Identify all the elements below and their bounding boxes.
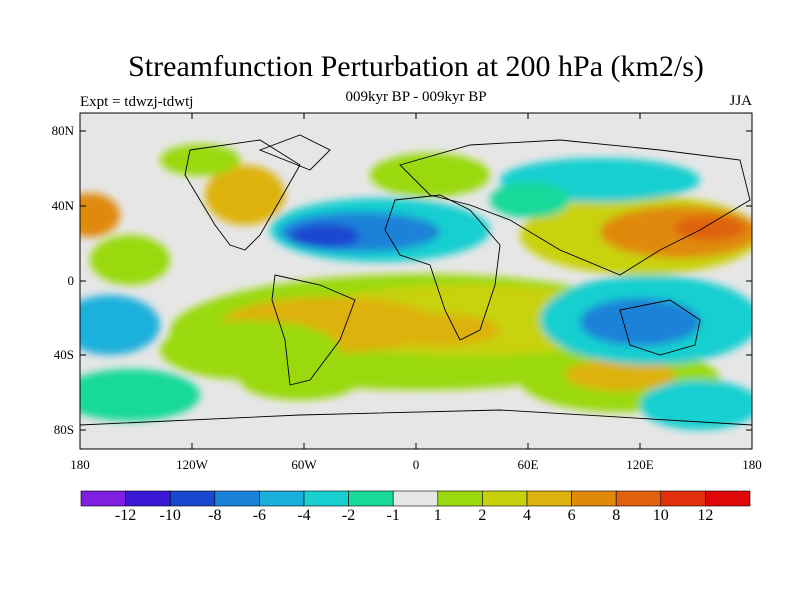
colorbar-swatch bbox=[705, 490, 751, 507]
lat-label-40s: 40S bbox=[53, 347, 74, 362]
colorbar-swatch bbox=[80, 490, 126, 507]
contour-region bbox=[380, 314, 500, 346]
antarctica-outline bbox=[80, 409, 752, 426]
australia-outline bbox=[619, 299, 701, 356]
contour-field bbox=[80, 113, 752, 449]
contour-region bbox=[90, 235, 170, 285]
contour-region bbox=[240, 360, 360, 400]
colorbar-label: -1 bbox=[386, 507, 400, 524]
colorbar-swatch bbox=[571, 490, 617, 507]
colorbar-label: -4 bbox=[297, 507, 311, 524]
contour-region bbox=[580, 298, 700, 346]
contour-region bbox=[80, 369, 200, 421]
lon-label-180e: 180 bbox=[742, 457, 762, 472]
contour-region bbox=[370, 153, 490, 197]
colorbar-swatch bbox=[348, 490, 394, 507]
contour-region bbox=[160, 144, 240, 176]
colorbar-label: 10 bbox=[652, 507, 669, 524]
contour-region bbox=[490, 182, 570, 218]
africa-outline bbox=[384, 194, 501, 341]
south-america-outline bbox=[271, 274, 356, 386]
contour-region bbox=[565, 359, 675, 391]
colorbar-label: 6 bbox=[567, 507, 576, 524]
contour-region bbox=[205, 165, 285, 225]
lat-label-0: 0 bbox=[67, 273, 75, 288]
contour-region bbox=[674, 216, 746, 240]
colorbar-label: 12 bbox=[697, 507, 714, 524]
colorbar-label: -10 bbox=[159, 507, 181, 524]
greenland-outline bbox=[258, 134, 331, 171]
colorbar-label: 8 bbox=[612, 507, 621, 524]
season-label: JJA bbox=[729, 93, 752, 109]
colorbar-label: 2 bbox=[478, 507, 487, 524]
map-subtitle: 009kyr BP - 009kyr BP bbox=[345, 89, 487, 105]
contour-region bbox=[80, 295, 160, 355]
colorbar-label: -8 bbox=[208, 507, 222, 524]
colorbar-label: 1 bbox=[433, 507, 442, 524]
lon-label-60e: 60E bbox=[517, 457, 539, 472]
colorbar-label: -12 bbox=[114, 507, 137, 524]
contour-region bbox=[290, 224, 360, 248]
colorbar-swatch bbox=[392, 490, 439, 507]
colorbar-swatch bbox=[437, 490, 483, 507]
colorbar-swatch bbox=[526, 490, 572, 507]
lon-label-180w: 180 bbox=[70, 457, 90, 472]
lon-label-120w: 120W bbox=[176, 457, 208, 472]
lat-label-80n: 80N bbox=[51, 123, 74, 138]
colorbar-swatch bbox=[303, 490, 349, 507]
lon-label-0: 0 bbox=[412, 457, 420, 472]
contour-region bbox=[640, 380, 752, 430]
colorbar-swatch bbox=[214, 490, 260, 507]
contour-region bbox=[80, 193, 120, 237]
north-america-outline bbox=[184, 139, 301, 251]
colorbar-swatch bbox=[259, 490, 305, 507]
colorbar-label: -2 bbox=[341, 507, 356, 524]
colorbar-swatch bbox=[615, 490, 662, 507]
axis-ticks bbox=[79, 113, 753, 449]
colorbar-swatch bbox=[169, 490, 216, 507]
colorbar-label: -6 bbox=[252, 507, 267, 524]
lat-label-80s: 80S bbox=[53, 422, 74, 437]
colorbar-swatch bbox=[482, 490, 528, 507]
colorbar-swatch bbox=[660, 490, 706, 507]
coastlines bbox=[80, 134, 752, 426]
colorbar-label: 4 bbox=[523, 507, 531, 524]
lon-label-60w: 60W bbox=[291, 457, 317, 472]
lon-label-120e: 120E bbox=[626, 457, 654, 472]
map-title: Streamfunction Perturbation at 200 hPa (… bbox=[128, 50, 704, 83]
colorbar-swatch bbox=[125, 490, 171, 507]
colorbar bbox=[80, 490, 751, 507]
eurasia-outline bbox=[399, 139, 751, 276]
experiment-label: Expt = tdwzj-tdwtj bbox=[80, 94, 194, 110]
lat-label-40n: 40N bbox=[51, 198, 74, 213]
